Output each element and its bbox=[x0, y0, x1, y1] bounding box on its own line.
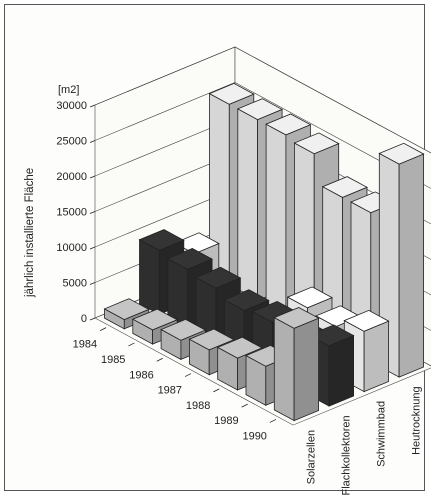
y-tick-mark bbox=[89, 175, 96, 179]
bar-top-face bbox=[308, 324, 355, 347]
y-tick-label: 20000 bbox=[56, 171, 87, 183]
y-tick-mark bbox=[89, 211, 96, 214]
bar bbox=[273, 307, 320, 422]
y-tick-label: 0 bbox=[81, 313, 87, 325]
bar-top-face bbox=[216, 336, 263, 359]
year-tick-mark bbox=[241, 403, 248, 408]
bar-side-face bbox=[293, 317, 320, 422]
bar-top-face bbox=[166, 247, 214, 270]
y-tick-mark bbox=[89, 246, 96, 250]
bar-top-face bbox=[138, 229, 185, 251]
series-label: Flachkollektoren bbox=[341, 415, 353, 495]
year-tick-mark bbox=[269, 419, 277, 423]
bar-top-face bbox=[265, 113, 312, 136]
bar-top-face bbox=[236, 98, 284, 121]
year-label: 1989 bbox=[214, 415, 238, 427]
bar-side-face bbox=[328, 335, 355, 407]
bar-side-face bbox=[398, 153, 425, 378]
year-tick-mark bbox=[99, 327, 107, 332]
bar-top-face bbox=[223, 289, 270, 311]
bar-top-face bbox=[378, 142, 425, 165]
series-labels: Solarzellen Flachkollektoren Schwimmbad Heu… bbox=[306, 386, 423, 495]
gridline bbox=[94, 46, 431, 154]
bar-side-face bbox=[363, 320, 390, 393]
bar-top-face bbox=[103, 298, 150, 321]
y-tick-label: 10000 bbox=[56, 242, 87, 254]
bar-top-face bbox=[131, 308, 179, 331]
year-labels: 1984 1985 1986 1987 1988 1989 1990 bbox=[73, 327, 277, 442]
y-ticks: 0 5000 10000 15000 20000 25000 30000 bbox=[56, 100, 96, 325]
year-tick-mark bbox=[184, 373, 192, 377]
year-label: 1987 bbox=[158, 385, 182, 397]
bar-front-face bbox=[139, 239, 160, 315]
bar-top-face bbox=[188, 328, 235, 351]
bar-top-face bbox=[160, 318, 207, 341]
y-tick-mark bbox=[89, 104, 96, 108]
series-label: Schwimmbad bbox=[376, 401, 388, 467]
bar-top-face bbox=[273, 307, 320, 329]
year-tick-mark bbox=[128, 342, 135, 347]
year-label: 1985 bbox=[101, 354, 125, 366]
y-tick-label: 15000 bbox=[56, 207, 87, 219]
year-label: 1986 bbox=[129, 369, 153, 381]
y-tick-label: 25000 bbox=[56, 136, 87, 148]
bar-top-face bbox=[286, 286, 333, 309]
gridline bbox=[94, 82, 431, 189]
y-tick-label: 5000 bbox=[63, 278, 87, 290]
bar-top-face bbox=[293, 132, 340, 155]
bar bbox=[343, 309, 390, 393]
bars bbox=[103, 82, 425, 422]
y-tick-mark bbox=[89, 282, 96, 285]
series-label: Heutrocknung bbox=[411, 386, 423, 455]
bar-front-face bbox=[237, 108, 259, 302]
bar-front-face bbox=[265, 123, 287, 317]
series-label: Solarzellen bbox=[306, 430, 318, 484]
bar-top-face bbox=[195, 266, 242, 289]
year-label: 1990 bbox=[242, 430, 266, 442]
bar-top-face bbox=[208, 82, 255, 105]
year-label: 1984 bbox=[73, 339, 97, 351]
y-tick-mark bbox=[89, 140, 96, 143]
y-tick-label: 30000 bbox=[56, 100, 87, 112]
year-tick-mark bbox=[213, 388, 220, 393]
unit-label: [m2] bbox=[58, 84, 79, 96]
y-tick-mark bbox=[89, 317, 96, 321]
bar-front-face bbox=[273, 316, 295, 422]
y-axis-label: jährlich installierte Fläche bbox=[24, 168, 36, 298]
bar-top-face bbox=[343, 309, 390, 332]
year-tick-mark bbox=[156, 357, 163, 362]
year-label: 1988 bbox=[186, 400, 210, 412]
bar-top-face bbox=[321, 176, 368, 198]
